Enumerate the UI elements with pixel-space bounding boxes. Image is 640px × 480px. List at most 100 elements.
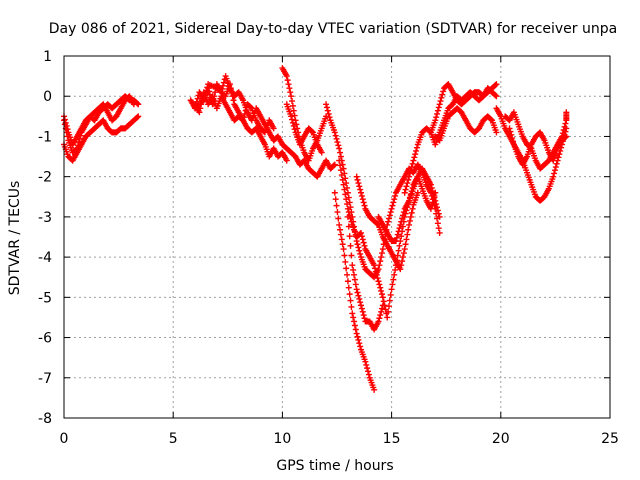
data-point [356, 295, 363, 302]
data-point [402, 241, 409, 248]
data-point [432, 117, 439, 124]
data-point [399, 215, 406, 222]
data-point [344, 201, 351, 208]
data-point [429, 188, 436, 195]
data-point [414, 189, 421, 196]
data-point [551, 170, 558, 177]
data-point [346, 233, 353, 240]
data-point [361, 315, 368, 322]
data-point [550, 173, 557, 180]
data-point [359, 196, 366, 203]
data-point [194, 95, 201, 102]
data-point [379, 246, 386, 253]
x-tick-label: 15 [383, 431, 401, 447]
data-point [226, 81, 233, 88]
data-point [374, 275, 381, 282]
data-point [408, 209, 415, 216]
data-point [360, 312, 367, 319]
data-point [488, 116, 495, 123]
data-point [510, 138, 517, 145]
data-point [377, 312, 384, 319]
data-point [407, 213, 414, 220]
y-tick-label: 1 [43, 49, 52, 65]
data-point [345, 223, 352, 230]
data-point [345, 284, 352, 291]
data-point [341, 252, 348, 259]
data-point [337, 167, 344, 174]
data-point [395, 247, 402, 254]
data-point [391, 196, 398, 203]
data-point [379, 302, 386, 309]
data-point [406, 173, 413, 180]
data-point [371, 386, 378, 393]
data-point [331, 161, 338, 168]
data-point [435, 210, 442, 217]
y-tick-label: -4 [38, 250, 52, 266]
data-point [434, 207, 441, 214]
data-point [378, 305, 385, 312]
data-point [405, 176, 412, 183]
data-point [386, 212, 393, 219]
data-point [437, 98, 444, 105]
data-point [380, 298, 387, 305]
data-point [390, 199, 397, 206]
data-point [362, 358, 369, 365]
data-point [399, 212, 406, 219]
data-point [354, 241, 361, 248]
data-point [346, 291, 353, 298]
x-tick-label: 25 [601, 431, 619, 447]
data-point [357, 186, 364, 193]
data-point [134, 114, 141, 121]
data-point [349, 262, 356, 269]
y-tick-label: -3 [38, 210, 52, 226]
data-point [398, 233, 405, 240]
data-point [288, 113, 295, 120]
data-point [403, 183, 410, 190]
data-point [410, 157, 417, 164]
data-point [355, 180, 362, 187]
data-point [409, 205, 416, 212]
data-point [428, 184, 435, 191]
data-point [375, 278, 382, 285]
data-point [553, 160, 560, 167]
data-point [385, 308, 392, 315]
data-point [361, 242, 368, 249]
data-point [331, 189, 338, 196]
data-point [400, 209, 407, 216]
data-point [364, 365, 371, 372]
data-point [393, 234, 400, 241]
data-point [378, 254, 385, 261]
data-point [348, 252, 355, 259]
data-point [378, 287, 385, 294]
data-point [135, 113, 142, 120]
data-point [283, 73, 290, 80]
y-tick-label: -8 [38, 411, 52, 427]
data-point [340, 181, 347, 188]
y-axis-label: SDTVAR / TECUs [7, 181, 23, 296]
data-point [387, 291, 394, 298]
data-point [333, 135, 340, 142]
data-point [344, 213, 351, 220]
x-tick-label: 0 [60, 431, 69, 447]
data-point [392, 266, 399, 273]
data-point [357, 299, 364, 306]
data-point [378, 291, 385, 298]
data-point [388, 286, 395, 293]
data-point [287, 89, 294, 96]
data-point [339, 241, 346, 248]
data-point [357, 250, 364, 257]
data-point [433, 201, 440, 208]
data-point [196, 109, 203, 116]
data-point [493, 81, 500, 88]
data-point [289, 102, 296, 109]
data-point [438, 94, 445, 101]
data-point [338, 236, 345, 243]
data-point [63, 122, 70, 129]
data-point [229, 93, 236, 100]
data-point [551, 167, 558, 174]
data-point [356, 340, 363, 347]
data-point [387, 209, 394, 216]
x-axis-ticks: 0 5 10 15 20 25 [60, 56, 619, 447]
data-point [433, 114, 440, 121]
